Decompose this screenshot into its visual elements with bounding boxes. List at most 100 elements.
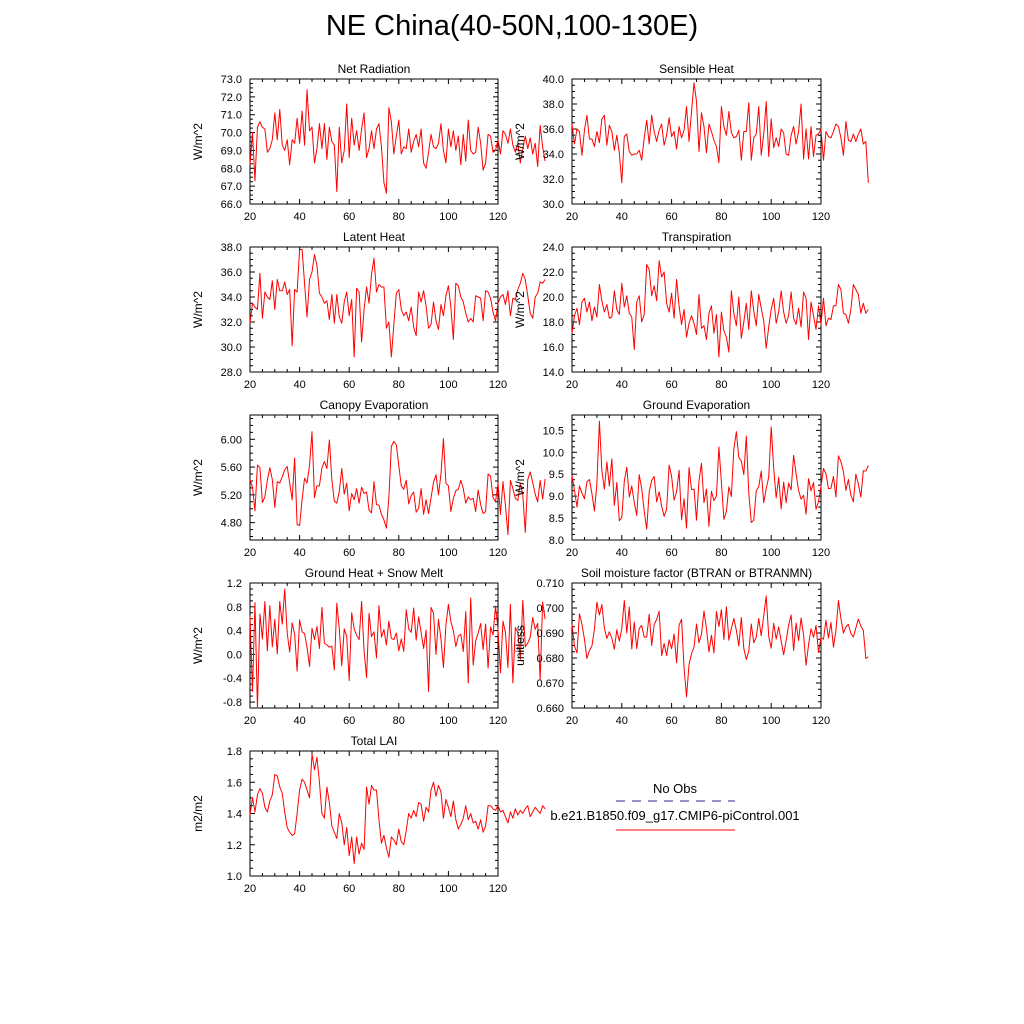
- x-tick-label: 60: [665, 211, 677, 223]
- y-tick-label: 1.0: [227, 871, 242, 883]
- y-tick-label: 16.0: [543, 342, 564, 354]
- x-tick-label: 120: [489, 547, 507, 559]
- y-tick-label: 20.0: [543, 292, 564, 304]
- x-tick-label: 100: [439, 211, 457, 223]
- series-line: [571, 595, 869, 698]
- x-tick-label: 80: [393, 883, 405, 895]
- panel-title: Total LAI: [351, 734, 398, 748]
- chart-panel-4: Transpiration W/m^2 20 40 60 80 100 120 14.0 16.0…: [513, 230, 869, 391]
- y-tick-label: -0.8: [223, 697, 242, 709]
- x-tick-label: 80: [393, 547, 405, 559]
- y-tick-label: 66.0: [221, 199, 242, 211]
- y-tick-label: 1.2: [227, 578, 242, 590]
- x-tick-label: 120: [812, 547, 830, 559]
- y-tick-label: 40.0: [543, 74, 564, 86]
- x-tick-label: 120: [812, 211, 830, 223]
- series-line: [571, 420, 869, 530]
- x-tick-label: 20: [244, 211, 256, 223]
- x-tick-label: 20: [566, 379, 578, 391]
- panel-title: Ground Evaporation: [643, 398, 750, 412]
- x-tick-label: 120: [812, 715, 830, 727]
- x-tick-label: 80: [715, 715, 727, 727]
- y-tick-label: 32.0: [221, 317, 242, 329]
- y-tick-label: 28.0: [221, 367, 242, 379]
- y-axis-label: m2/m2: [191, 795, 205, 832]
- y-tick-label: 34.0: [543, 149, 564, 161]
- x-tick-label: 100: [439, 883, 457, 895]
- y-tick-label: 14.0: [543, 367, 564, 379]
- x-tick-label: 100: [762, 211, 780, 223]
- x-tick-label: 40: [293, 547, 305, 559]
- plot-frame: [249, 582, 499, 709]
- x-tick-label: 60: [343, 547, 355, 559]
- panel-title: Latent Heat: [343, 230, 406, 244]
- x-tick-label: 20: [244, 379, 256, 391]
- y-tick-label: 0.8: [227, 602, 242, 614]
- y-tick-label: 8.5: [549, 513, 564, 525]
- panel-title: Canopy Evaporation: [320, 398, 429, 412]
- y-tick-label: 71.0: [221, 110, 242, 122]
- y-tick-label: 70.0: [221, 128, 242, 140]
- series-line: [571, 260, 869, 358]
- y-axis-label: W/m^2: [513, 459, 527, 496]
- x-tick-label: 60: [343, 883, 355, 895]
- y-axis-label: W/m^2: [191, 123, 205, 160]
- y-tick-label: 38.0: [221, 242, 242, 254]
- x-tick-label: 120: [489, 883, 507, 895]
- y-tick-label: 0.4: [227, 626, 242, 638]
- y-tick-label: 36.0: [543, 124, 564, 136]
- series-line: [249, 89, 546, 194]
- y-tick-label: 69.0: [221, 145, 242, 157]
- x-tick-label: 60: [665, 379, 677, 391]
- x-tick-label: 20: [244, 547, 256, 559]
- x-tick-label: 20: [566, 715, 578, 727]
- x-tick-label: 80: [393, 211, 405, 223]
- y-axis-label: W/m^2: [513, 291, 527, 328]
- x-tick-label: 100: [762, 547, 780, 559]
- y-tick-label: 30.0: [543, 199, 564, 211]
- y-tick-label: 6.00: [221, 434, 242, 446]
- y-tick-label: 34.0: [221, 292, 242, 304]
- y-tick-label: 9.5: [549, 469, 564, 481]
- x-tick-label: 60: [665, 715, 677, 727]
- y-tick-label: 22.0: [543, 267, 564, 279]
- y-tick-label: 24.0: [543, 242, 564, 254]
- y-tick-label: 5.20: [221, 490, 242, 502]
- x-tick-label: 100: [762, 379, 780, 391]
- series-line: [249, 588, 546, 709]
- y-axis-label: W/m^2: [191, 291, 205, 328]
- y-tick-label: 0.690: [536, 628, 564, 640]
- y-tick-label: 9.0: [549, 491, 564, 503]
- chart-panel-7: Ground Heat + Snow Melt W/m^2 20 40 60 80 100 1…: [191, 566, 546, 727]
- panel-title: Transpiration: [662, 230, 732, 244]
- y-tick-label: 8.0: [549, 535, 564, 547]
- plot-frame: [571, 582, 822, 709]
- y-tick-label: 32.0: [543, 174, 564, 186]
- y-tick-label: 0.710: [536, 578, 564, 590]
- plot-frame: [571, 414, 822, 541]
- chart-panel-5: Canopy Evaporation W/m^2 20 40 60 80 100 120 4.8…: [191, 398, 546, 559]
- y-tick-label: 0.670: [536, 678, 564, 690]
- y-tick-label: 0.0: [227, 649, 242, 661]
- x-tick-label: 40: [293, 715, 305, 727]
- y-tick-label: -0.4: [223, 673, 242, 685]
- legend-model-label: b.e21.B1850.f09_g17.CMIP6-piControl.001: [550, 808, 799, 823]
- x-tick-label: 60: [343, 211, 355, 223]
- y-tick-label: 0.680: [536, 653, 564, 665]
- panel-title: Net Radiation: [338, 62, 411, 76]
- y-tick-label: 4.80: [221, 518, 242, 530]
- panel-title: Ground Heat + Snow Melt: [305, 566, 444, 580]
- series-line: [249, 753, 546, 864]
- y-tick-label: 38.0: [543, 99, 564, 111]
- series-line: [249, 249, 546, 358]
- x-tick-label: 40: [616, 211, 628, 223]
- y-tick-label: 72.0: [221, 92, 242, 104]
- y-tick-label: 1.6: [227, 777, 242, 789]
- x-tick-label: 100: [439, 379, 457, 391]
- x-tick-label: 60: [343, 379, 355, 391]
- y-tick-label: 67.0: [221, 181, 242, 193]
- series-line: [571, 82, 869, 184]
- x-tick-label: 20: [566, 547, 578, 559]
- y-tick-label: 1.4: [227, 809, 242, 821]
